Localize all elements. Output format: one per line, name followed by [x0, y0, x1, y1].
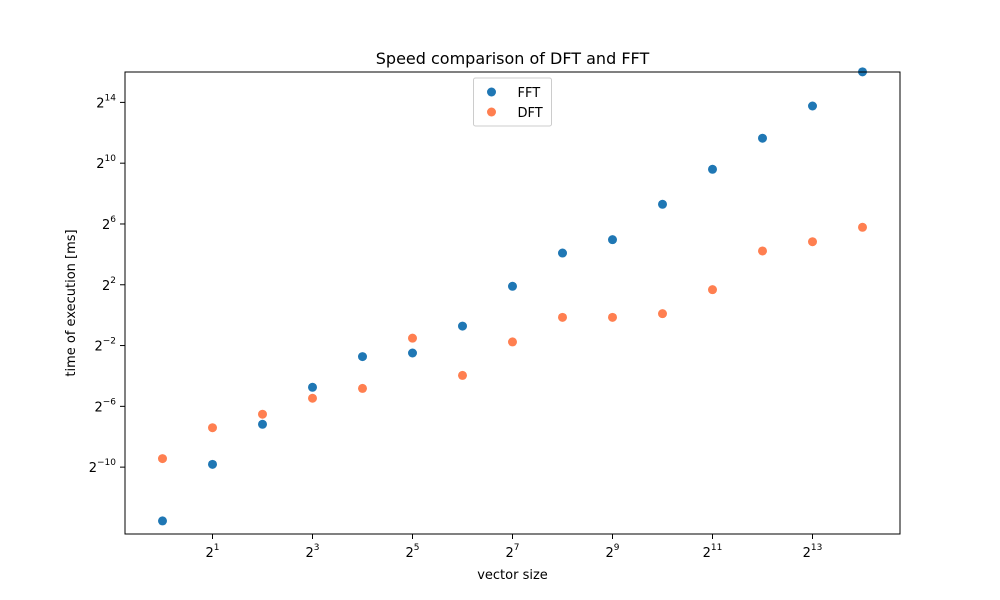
fft-point	[808, 101, 817, 111]
fft-point	[258, 419, 267, 429]
dft-point	[258, 409, 267, 419]
x-tick-label: 211	[703, 543, 723, 561]
legend: FFT DFT	[473, 77, 552, 127]
fft-point	[508, 281, 517, 291]
dft-point	[608, 312, 617, 322]
dft-point	[558, 312, 567, 322]
dft-point	[408, 333, 417, 343]
fft-point	[608, 235, 617, 245]
y-tick-label: 26	[102, 215, 116, 233]
x-tick-label: 25	[405, 543, 419, 561]
series-fft	[158, 67, 867, 526]
y-tick-label: 2−10	[89, 458, 117, 476]
x-axis-ticks: 21 23 25 27 29 211 213	[205, 534, 822, 561]
x-tick-label: 213	[803, 543, 823, 561]
fft-point	[758, 133, 767, 143]
fft-point	[408, 348, 417, 358]
y-axis-label: time of execution [ms]	[64, 229, 79, 376]
y-tick-label: 2−6	[94, 397, 116, 415]
dft-point	[708, 285, 717, 295]
plot-area-frame	[124, 71, 901, 535]
x-tick-label: 27	[505, 543, 519, 561]
fft-point	[358, 352, 367, 362]
y-tick-label: 22	[102, 276, 116, 294]
x-tick-label: 21	[205, 543, 219, 561]
legend-label-dft: DFT	[518, 106, 543, 121]
y-tick-label: 210	[96, 154, 116, 172]
dft-point	[858, 222, 867, 232]
fft-point	[158, 516, 167, 526]
fft-point	[308, 382, 317, 392]
legend-label-fft: FFT	[518, 86, 541, 101]
dft-point	[758, 246, 767, 256]
fft-point	[208, 459, 217, 469]
dft-point	[508, 337, 517, 347]
dft-point	[808, 237, 817, 247]
fft-point	[458, 321, 467, 331]
dft-point	[458, 370, 467, 380]
fft-point	[658, 199, 667, 209]
y-tick-label: 214	[96, 93, 116, 111]
y-tick-label: 2−2	[94, 337, 116, 355]
dft-point	[358, 383, 367, 393]
x-axis-label: vector size	[477, 568, 548, 583]
legend-marker-fft	[487, 87, 496, 97]
data-points	[158, 67, 867, 526]
legend-marker-dft	[487, 107, 496, 117]
dft-point	[208, 423, 217, 433]
x-tick-label: 23	[305, 543, 319, 561]
dft-point	[308, 393, 317, 403]
dft-point	[658, 309, 667, 319]
fft-point	[708, 164, 717, 174]
dft-point	[158, 454, 167, 464]
chart-title: Speed comparison of DFT and FFT	[376, 49, 650, 68]
fft-point	[558, 248, 567, 258]
y-axis-ticks: 2−10 2−6 2−2 22 26 210 214	[89, 93, 125, 476]
series-dft	[158, 222, 867, 464]
x-tick-label: 29	[605, 543, 619, 561]
